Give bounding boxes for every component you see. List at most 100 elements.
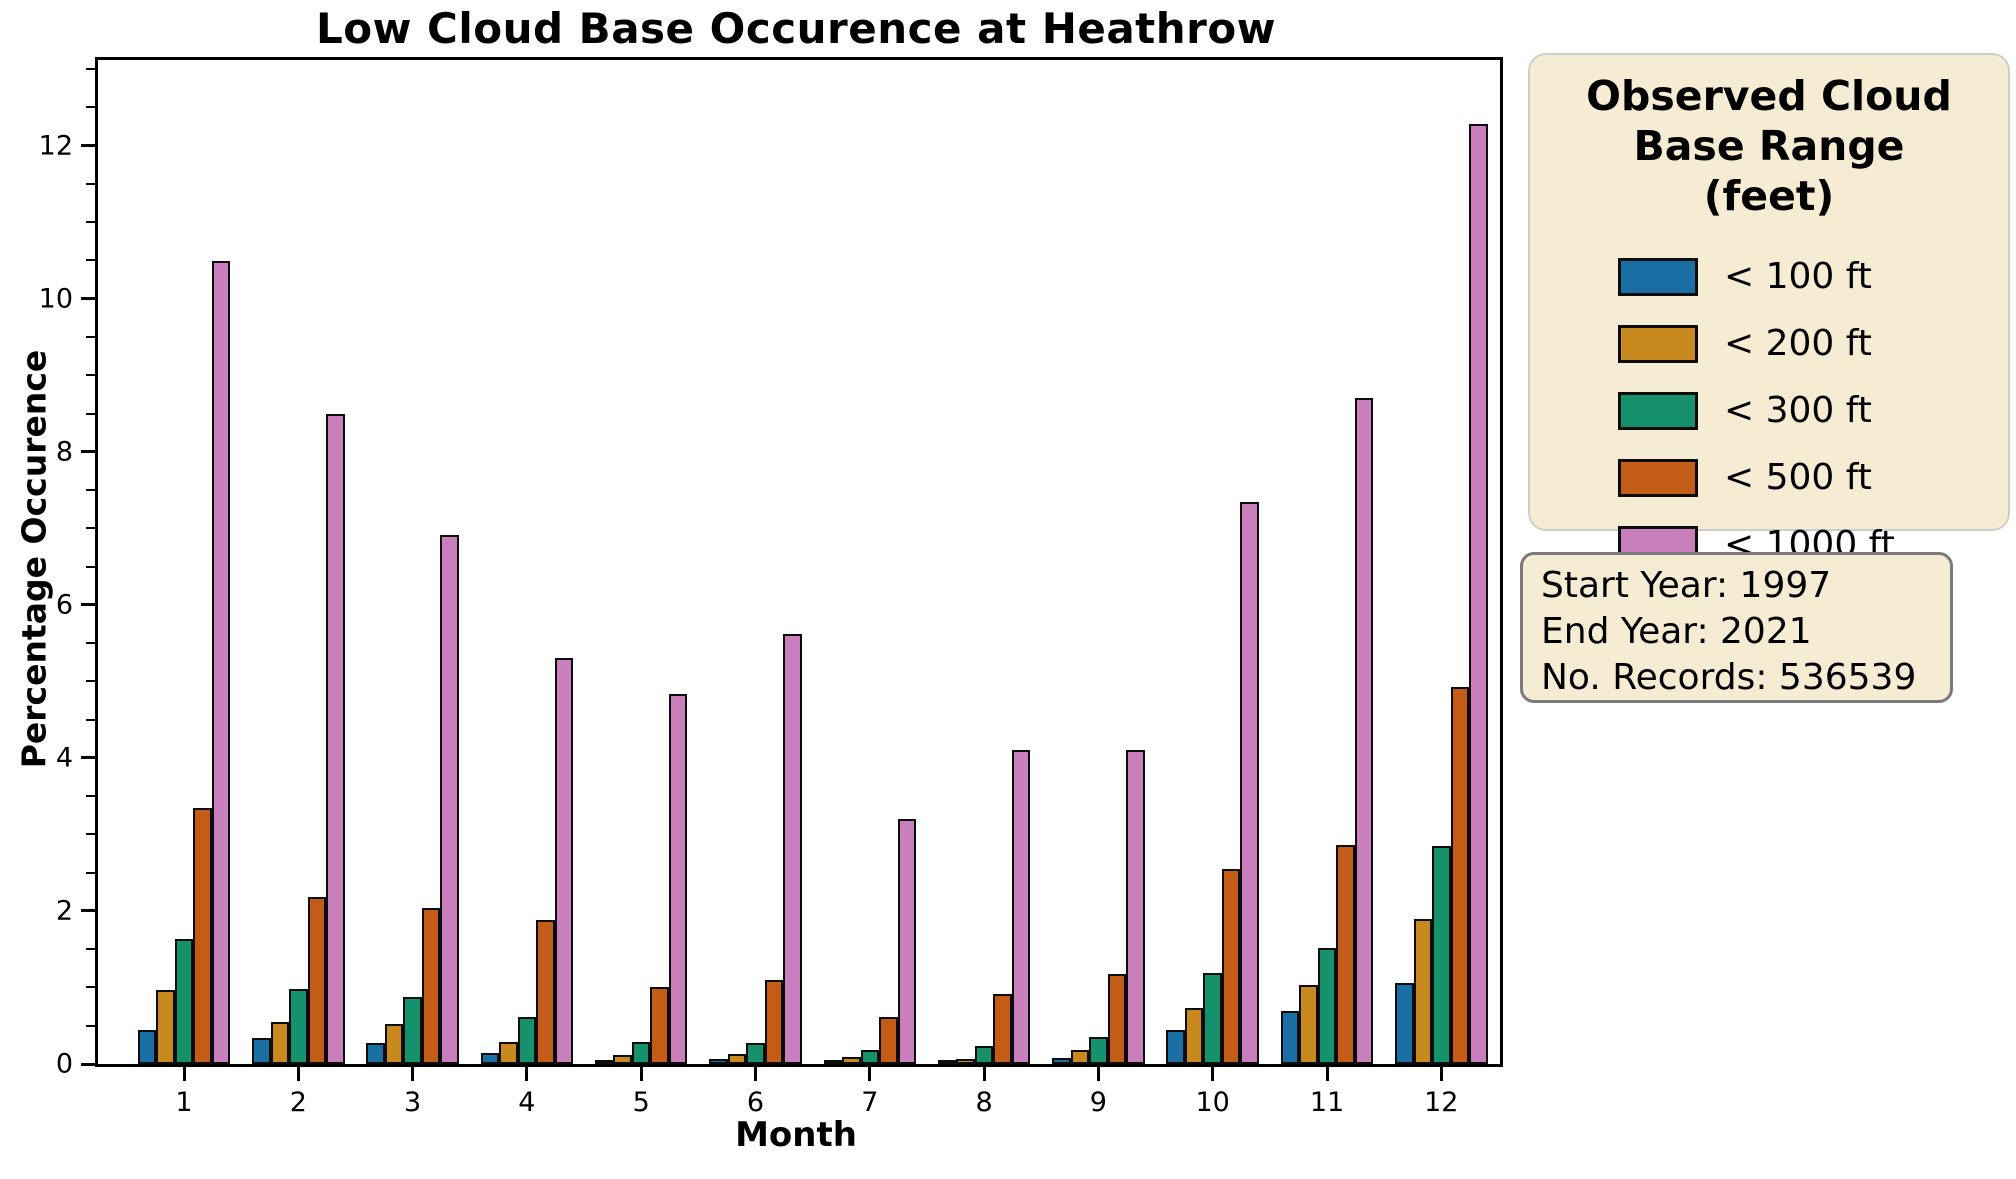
x-tick-11	[1325, 1067, 1329, 1081]
bar-month6-lt-1000ft	[783, 633, 802, 1064]
y-minor-tick-7.5	[86, 489, 95, 492]
bar-month7-lt-1000ft	[897, 819, 917, 1064]
bar-month6-lt-100ft	[709, 1058, 728, 1064]
y-minor-tick-9.5	[86, 336, 95, 339]
x-tick-label-10: 10	[1195, 1087, 1230, 1118]
bar-month3-lt-1000ft	[440, 535, 459, 1064]
info-box: Start Year: 1997 End Year: 2021 No. Record…	[1520, 552, 1953, 703]
legend: Observed Cloud Base Range (feet) < 100 f…	[1528, 53, 2010, 565]
bar-month12-lt-300ft	[1432, 845, 1451, 1064]
info-line-1: End Year: 2021	[1541, 611, 1812, 652]
x-tick-label-8: 8	[975, 1087, 993, 1118]
y-tick-label-0: 0	[55, 1048, 73, 1080]
x-tick-label-6: 6	[746, 1087, 765, 1118]
y-minor-tick-9	[86, 374, 95, 377]
x-axis-label: Month	[735, 1115, 857, 1155]
y-tick-0	[81, 1062, 95, 1066]
legend-label-lt-500ft: < 500 ft	[1724, 457, 1872, 499]
y-tick-label-2: 2	[55, 895, 73, 927]
y-minor-tick-8.5	[86, 412, 95, 415]
bar-month6-lt-500ft	[764, 979, 784, 1064]
bar-month12-lt-500ft	[1450, 686, 1470, 1064]
x-tick-label-5: 5	[632, 1087, 650, 1118]
x-tick-label-4: 4	[518, 1087, 536, 1118]
info-line-2: No. Records: 536539	[1541, 657, 1917, 698]
legend-title: Observed Cloud Base Range (feet)	[1586, 72, 1952, 221]
bar-month5-lt-200ft	[613, 1054, 632, 1064]
bar-month2-lt-300ft	[289, 989, 308, 1064]
y-minor-tick-5	[86, 680, 95, 683]
x-tick-label-3: 3	[404, 1087, 422, 1118]
bar-month7-lt-300ft	[860, 1050, 880, 1064]
x-tick-7	[868, 1067, 872, 1081]
bar-month1-lt-300ft	[174, 939, 194, 1064]
bar-month4-lt-200ft	[499, 1041, 518, 1064]
bar-month5-lt-300ft	[631, 1041, 651, 1064]
bar-month3-lt-200ft	[384, 1024, 404, 1064]
bar-month5-lt-1000ft	[668, 693, 688, 1064]
y-tick-12	[81, 144, 95, 148]
x-tick-3	[411, 1067, 415, 1081]
bar-month11-lt-500ft	[1336, 845, 1355, 1064]
bar-month3-lt-100ft	[366, 1042, 385, 1064]
y-minor-tick-10.5	[86, 259, 95, 262]
x-tick-label-2: 2	[289, 1087, 307, 1118]
x-tick-label-11: 11	[1309, 1087, 1345, 1118]
y-minor-tick-7	[86, 527, 95, 530]
bar-month1-lt-1000ft	[211, 260, 231, 1064]
bar-month10-lt-500ft	[1221, 868, 1241, 1064]
bar-month2-lt-100ft	[252, 1037, 271, 1064]
legend-swatch-lt-100ft	[1618, 257, 1698, 296]
bar-month1-lt-100ft	[137, 1029, 157, 1064]
bar-month9-lt-1000ft	[1126, 750, 1145, 1064]
bar-month8-lt-1000ft	[1011, 750, 1031, 1064]
bar-month12-lt-200ft	[1413, 918, 1433, 1064]
y-minor-tick-2.5	[86, 871, 95, 874]
legend-swatch-lt-300ft	[1618, 391, 1698, 430]
bar-month4-lt-300ft	[517, 1017, 537, 1064]
chart-title: Low Cloud Base Occurence at Heathrow	[315, 4, 1277, 53]
y-tick-label-10: 10	[38, 283, 73, 315]
x-tick-9	[1096, 1067, 1100, 1081]
y-minor-tick-0.5	[86, 1024, 95, 1027]
y-tick-8	[81, 450, 95, 454]
bar-month10-lt-200ft	[1184, 1008, 1204, 1064]
legend-label-lt-200ft: < 200 ft	[1724, 323, 1872, 365]
y-minor-tick-12.5	[86, 106, 95, 109]
x-tick-label-9: 9	[1089, 1087, 1107, 1118]
bar-month2-lt-1000ft	[326, 413, 345, 1064]
legend-swatch-lt-500ft	[1618, 458, 1698, 497]
y-minor-tick-1.5	[86, 948, 95, 951]
legend-label-lt-300ft: < 300 ft	[1724, 390, 1872, 432]
bar-month6-lt-200ft	[727, 1054, 747, 1064]
y-tick-6	[81, 603, 95, 607]
bar-month9-lt-300ft	[1089, 1037, 1108, 1064]
y-minor-tick-11	[86, 221, 95, 224]
bar-month1-lt-200ft	[156, 989, 175, 1064]
bar-month7-lt-200ft	[842, 1057, 861, 1064]
bar-month12-lt-1000ft	[1469, 124, 1488, 1064]
bar-month11-lt-300ft	[1317, 947, 1337, 1064]
legend-items: < 100 ft < 200 ft < 300 ft < 500 ft < 1000 f…	[1540, 243, 1998, 578]
bar-month2-lt-200ft	[270, 1021, 290, 1064]
info-line-0: Start Year: 1997	[1541, 565, 1832, 606]
x-tick-label-1: 1	[175, 1087, 193, 1118]
y-tick-label-12: 12	[38, 130, 73, 162]
y-tick-10	[81, 297, 95, 301]
y-minor-tick-5.5	[86, 642, 95, 645]
x-tick-1	[182, 1067, 186, 1081]
bar-month2-lt-500ft	[307, 897, 327, 1064]
y-minor-tick-1	[86, 986, 95, 989]
y-minor-tick-13	[86, 68, 95, 71]
bar-month4-lt-1000ft	[554, 657, 574, 1064]
y-axis-label: Percentage Occurence	[14, 349, 54, 769]
bar-month1-lt-500ft	[193, 807, 212, 1064]
bar-month11-lt-200ft	[1299, 985, 1318, 1064]
y-minor-tick-3	[86, 833, 95, 836]
bar-month9-lt-500ft	[1107, 974, 1127, 1064]
bar-month10-lt-1000ft	[1240, 501, 1259, 1064]
bar-month6-lt-300ft	[746, 1043, 765, 1064]
bar-month7-lt-500ft	[879, 1017, 898, 1064]
bar-month7-lt-100ft	[823, 1060, 843, 1064]
y-minor-tick-3.5	[86, 795, 95, 798]
